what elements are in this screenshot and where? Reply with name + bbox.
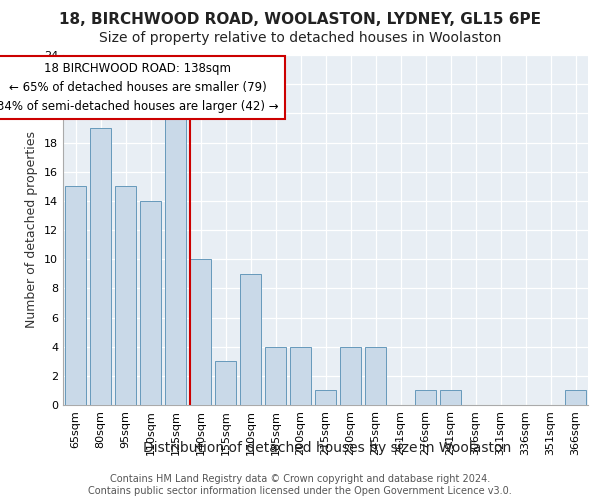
Bar [565, 390, 586, 405]
Text: 18, BIRCHWOOD ROAD, WOOLASTON, LYDNEY, GL15 6PE: 18, BIRCHWOOD ROAD, WOOLASTON, LYDNEY, G… [59, 12, 541, 28]
Bar [140, 201, 161, 405]
Bar [340, 346, 361, 405]
Bar [115, 186, 136, 405]
Bar [165, 114, 186, 405]
Bar [240, 274, 261, 405]
Bar [65, 186, 86, 405]
Bar [415, 390, 436, 405]
Text: Contains HM Land Registry data © Crown copyright and database right 2024.
Contai: Contains HM Land Registry data © Crown c… [88, 474, 512, 496]
Text: Size of property relative to detached houses in Woolaston: Size of property relative to detached ho… [99, 31, 501, 45]
Bar [190, 259, 211, 405]
Text: 18 BIRCHWOOD ROAD: 138sqm
← 65% of detached houses are smaller (79)
34% of semi-: 18 BIRCHWOOD ROAD: 138sqm ← 65% of detac… [0, 62, 279, 114]
Bar [365, 346, 386, 405]
Bar [215, 361, 236, 405]
Bar [265, 346, 286, 405]
Bar [90, 128, 111, 405]
Bar [290, 346, 311, 405]
Text: Distribution of detached houses by size in Woolaston: Distribution of detached houses by size … [143, 441, 511, 455]
Bar [440, 390, 461, 405]
Y-axis label: Number of detached properties: Number of detached properties [25, 132, 38, 328]
Bar [315, 390, 336, 405]
